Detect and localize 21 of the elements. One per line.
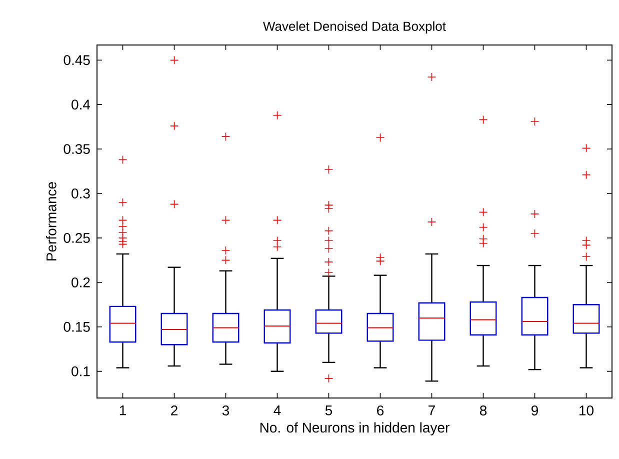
x-tick-label: 5 xyxy=(325,406,332,416)
x-tick-label: 1 xyxy=(120,406,126,416)
x-tick-label: 8 xyxy=(480,406,487,416)
y-tick-label: 0.2 xyxy=(72,277,90,288)
chart-title: Wavelet Denoised Data Boxplot xyxy=(263,21,446,34)
y-tick-label: 0.35 xyxy=(64,144,90,154)
y-tick-label: 0.25 xyxy=(64,232,90,243)
y-tick-label: 0.1 xyxy=(72,366,90,376)
x-tick-label: 10 xyxy=(580,406,594,416)
y-tick-label: 0.3 xyxy=(72,188,90,198)
y-tick-label: 0.45 xyxy=(64,55,90,66)
x-tick-label: 7 xyxy=(428,406,435,416)
x-tick-label: 6 xyxy=(377,406,384,416)
x-tick-label: 9 xyxy=(532,406,538,416)
x-tick-label: 3 xyxy=(222,406,230,416)
x-tick-label: 4 xyxy=(274,406,281,416)
x-axis-title: No. of Neurons in hidden layer xyxy=(260,422,450,436)
y-axis-title: Performance xyxy=(46,182,56,260)
y-tick-label: 0.4 xyxy=(72,100,90,110)
x-tick-label: 2 xyxy=(171,406,178,416)
y-tick-label: 0.15 xyxy=(64,322,90,332)
